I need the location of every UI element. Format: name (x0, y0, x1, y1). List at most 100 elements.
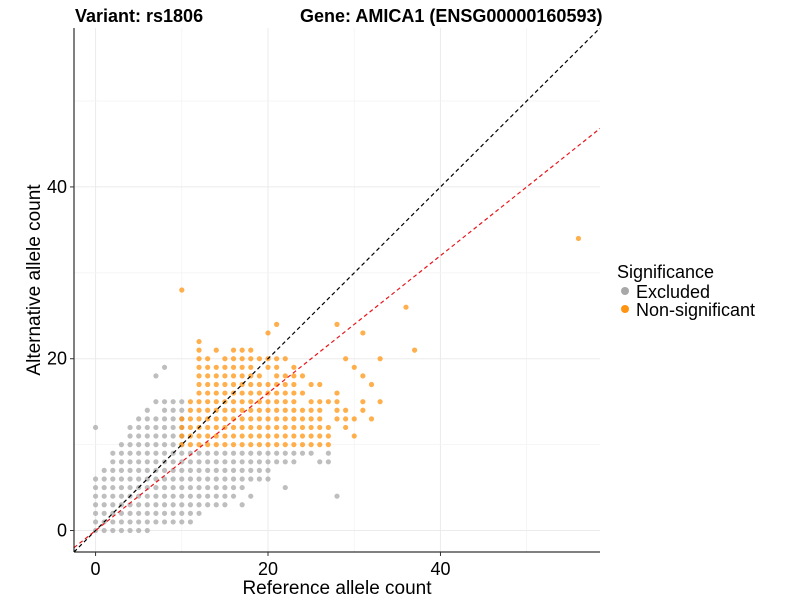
point-excluded (213, 450, 219, 456)
point-non-significant (196, 390, 202, 396)
point-excluded (230, 476, 237, 482)
point-non-significant (248, 442, 254, 448)
point-non-significant (256, 407, 262, 413)
point-excluded (92, 493, 99, 499)
point-non-significant (343, 356, 349, 362)
point-non-significant (222, 364, 228, 370)
y-tick-label: 40 (47, 177, 67, 197)
point-non-significant (196, 399, 202, 405)
point-non-significant (360, 399, 366, 405)
point-excluded (127, 442, 133, 448)
point-non-significant (282, 399, 288, 405)
point-excluded (239, 476, 245, 482)
point-non-significant (299, 416, 306, 422)
point-non-significant (256, 424, 262, 431)
point-non-significant (299, 433, 306, 439)
point-excluded (136, 433, 142, 439)
point-non-significant (274, 416, 280, 422)
point-excluded (179, 502, 185, 508)
x-axis-title: Reference allele count (242, 578, 432, 599)
point-non-significant (187, 442, 194, 448)
point-excluded (161, 450, 168, 456)
point-excluded (144, 502, 150, 508)
point-non-significant (317, 407, 323, 413)
point-excluded (274, 459, 280, 465)
point-non-significant (196, 442, 202, 448)
point-non-significant (213, 399, 219, 405)
point-excluded (110, 502, 116, 508)
point-excluded (144, 467, 150, 473)
point-non-significant (334, 399, 340, 405)
point-excluded (92, 476, 99, 482)
point-non-significant (239, 407, 245, 413)
point-non-significant (274, 321, 280, 327)
point-excluded (179, 519, 185, 525)
point-non-significant (368, 416, 375, 422)
point-excluded (248, 467, 254, 473)
point-excluded (239, 502, 245, 508)
point-excluded (110, 484, 116, 491)
point-non-significant (222, 381, 228, 388)
point-non-significant (196, 356, 202, 362)
point-non-significant (230, 433, 237, 439)
point-non-significant (239, 390, 245, 396)
point-non-significant (299, 442, 306, 448)
point-excluded (118, 476, 125, 482)
point-excluded (239, 484, 245, 491)
point-excluded (161, 442, 168, 448)
point-excluded (136, 527, 142, 534)
point-non-significant (205, 442, 211, 448)
point-excluded (179, 484, 185, 491)
point-non-significant (205, 356, 211, 362)
point-excluded (265, 450, 271, 456)
point-excluded (205, 476, 211, 482)
point-excluded (170, 459, 176, 465)
x-tick-label: 40 (430, 559, 450, 579)
point-excluded (248, 493, 254, 499)
point-excluded (118, 519, 125, 525)
point-excluded (222, 502, 228, 508)
point-excluded (248, 476, 254, 482)
point-non-significant (317, 433, 323, 439)
point-excluded (170, 424, 176, 431)
point-excluded (170, 502, 176, 508)
point-non-significant (205, 381, 211, 388)
point-excluded (317, 459, 323, 465)
point-non-significant (325, 442, 331, 448)
point-excluded (136, 502, 142, 508)
point-excluded (187, 502, 194, 508)
point-non-significant (265, 442, 271, 448)
point-non-significant (179, 424, 185, 431)
point-non-significant (368, 381, 375, 388)
point-non-significant (205, 433, 211, 439)
point-non-significant (222, 373, 228, 379)
point-excluded (144, 450, 150, 456)
point-excluded (144, 493, 150, 499)
point-excluded (101, 510, 107, 516)
point-excluded (127, 519, 133, 525)
point-excluded (256, 467, 262, 473)
point-excluded (136, 416, 142, 422)
point-non-significant (213, 442, 219, 448)
point-excluded (230, 459, 237, 465)
point-non-significant (325, 424, 331, 431)
point-excluded (213, 476, 219, 482)
point-excluded (239, 467, 245, 473)
point-non-significant (282, 407, 288, 413)
point-non-significant (230, 424, 237, 431)
point-excluded (110, 467, 116, 473)
point-excluded (282, 484, 288, 491)
point-excluded (170, 407, 176, 413)
point-excluded (230, 467, 237, 473)
point-excluded (101, 502, 107, 508)
y-axis-title: Alternative allele count (24, 184, 45, 376)
point-excluded (92, 519, 99, 525)
point-excluded (161, 476, 168, 482)
point-non-significant (291, 416, 297, 422)
point-non-significant (274, 373, 280, 379)
point-non-significant (334, 390, 340, 396)
point-non-significant (239, 416, 245, 422)
point-non-significant (325, 433, 331, 439)
point-excluded (127, 467, 133, 473)
reference-line-fit (74, 128, 600, 549)
